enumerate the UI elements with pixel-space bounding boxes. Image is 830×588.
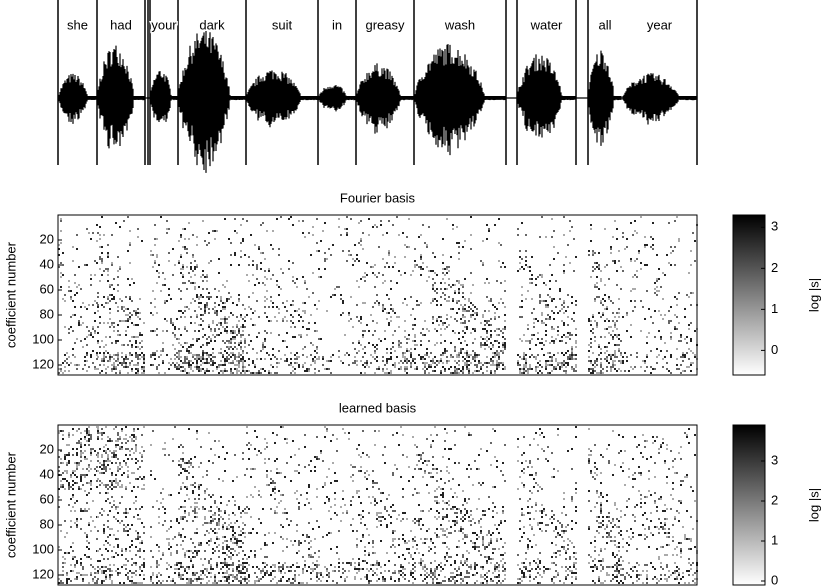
word-label: wash bbox=[444, 17, 475, 32]
y-axis-label: coefficient number bbox=[3, 241, 18, 348]
colorbar-tick-label: 2 bbox=[771, 492, 778, 507]
chart-title: learned basis bbox=[339, 400, 417, 415]
word-label: had bbox=[110, 17, 132, 32]
word-label: year bbox=[647, 17, 673, 32]
colorbar-tick-label: 2 bbox=[771, 260, 778, 275]
y-tick-label: 20 bbox=[40, 441, 54, 456]
word-label: suit bbox=[272, 17, 293, 32]
colorbar-tick-label: 1 bbox=[771, 532, 778, 547]
y-tick-label: 80 bbox=[40, 516, 54, 531]
word-label: dark bbox=[199, 17, 225, 32]
y-tick-label: 60 bbox=[40, 491, 54, 506]
y-axis-label: coefficient number bbox=[3, 451, 18, 558]
y-tick-label: 20 bbox=[40, 231, 54, 246]
colorbar-tick-label: 3 bbox=[771, 452, 778, 467]
y-tick-label: 60 bbox=[40, 281, 54, 296]
y-tick-label: 100 bbox=[32, 331, 54, 346]
colorbar-tick-label: 1 bbox=[771, 301, 778, 316]
y-tick-label: 100 bbox=[32, 541, 54, 556]
word-label: greasy bbox=[365, 17, 405, 32]
y-tick-label: 120 bbox=[32, 566, 54, 581]
word-label: in bbox=[332, 17, 342, 32]
word-label: she bbox=[67, 17, 88, 32]
colorbar-label: log |s| bbox=[806, 488, 821, 522]
word-label: your bbox=[151, 17, 177, 32]
chart-title: Fourier basis bbox=[340, 190, 416, 205]
y-tick-label: 40 bbox=[40, 256, 54, 271]
colorbar-label: log |s| bbox=[806, 278, 821, 312]
colorbar bbox=[733, 215, 765, 375]
heatmap-cells bbox=[58, 216, 698, 374]
y-tick-label: 120 bbox=[32, 356, 54, 371]
colorbar-tick-label: 0 bbox=[771, 572, 778, 587]
figure: she had your dark suit in greasy wash water all ye… bbox=[0, 0, 830, 588]
colorbar-tick-label: 0 bbox=[771, 342, 778, 357]
word-label: all bbox=[598, 17, 611, 32]
word-label: water bbox=[530, 17, 563, 32]
y-tick-label: 40 bbox=[40, 466, 54, 481]
y-tick-label: 80 bbox=[40, 306, 54, 321]
page: she had your dark suit in greasy wash water all ye… bbox=[0, 0, 830, 588]
colorbar bbox=[733, 425, 765, 585]
waveform bbox=[58, 29, 697, 172]
colorbar-tick-label: 3 bbox=[771, 219, 778, 234]
